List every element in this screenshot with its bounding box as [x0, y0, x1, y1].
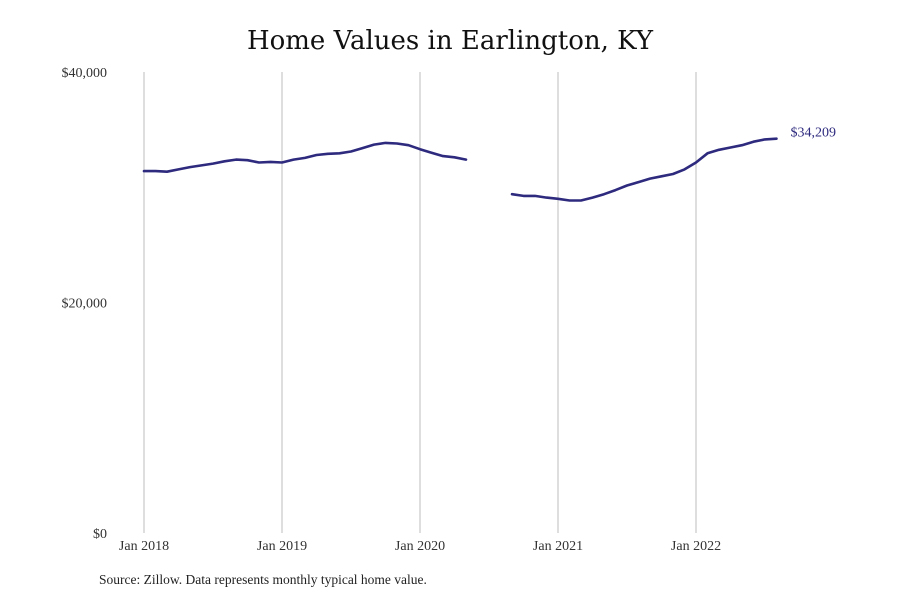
- source-note: Source: Zillow. Data represents monthly …: [99, 572, 427, 587]
- end-value-label: $34,209: [791, 126, 837, 141]
- y-axis-ticks: $0 $20,000 $40,000: [62, 66, 108, 542]
- x-axis-ticks: Jan 2018 Jan 2019 Jan 2020 Jan 2021 Jan 2022: [119, 539, 721, 554]
- x-tick-label: Jan 2019: [257, 539, 307, 554]
- series-line-segment-1: [510, 137, 778, 202]
- data-labels: $34,209: [791, 126, 837, 141]
- x-tick-label: Jan 2022: [671, 539, 721, 554]
- series-lines: [142, 137, 778, 202]
- y-tick-label: $40,000: [62, 66, 108, 81]
- x-tick-label: Jan 2018: [119, 539, 169, 554]
- y-tick-label: $0: [93, 527, 107, 542]
- gridlines: [143, 72, 697, 533]
- x-tick-label: Jan 2020: [395, 539, 445, 554]
- x-tick-label: Jan 2021: [533, 539, 583, 554]
- y-tick-label: $20,000: [62, 297, 108, 312]
- chart-title: Home Values in Earlington, KY: [246, 26, 654, 56]
- series-line-segment-0: [142, 141, 468, 173]
